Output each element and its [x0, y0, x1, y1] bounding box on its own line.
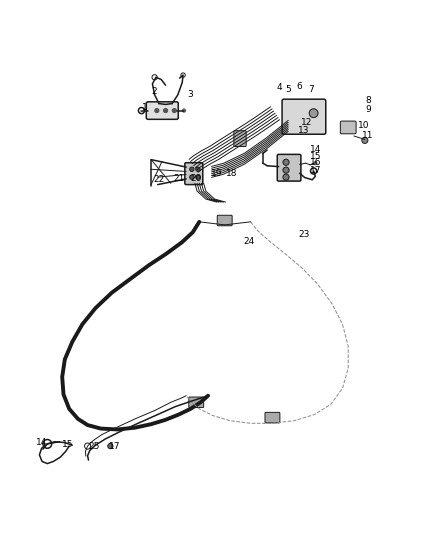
- Text: 15: 15: [310, 151, 321, 160]
- Text: 13: 13: [298, 126, 309, 135]
- Circle shape: [190, 167, 194, 172]
- FancyBboxPatch shape: [277, 155, 301, 181]
- Text: 8: 8: [365, 96, 371, 106]
- Circle shape: [362, 138, 368, 143]
- Circle shape: [108, 443, 113, 449]
- Text: 17: 17: [310, 166, 321, 175]
- Circle shape: [172, 108, 177, 113]
- Text: 14: 14: [310, 144, 321, 154]
- Text: 17: 17: [110, 441, 121, 450]
- Circle shape: [163, 108, 168, 113]
- Text: 7: 7: [308, 85, 314, 94]
- Text: 23: 23: [299, 230, 310, 239]
- Text: 4: 4: [277, 83, 282, 92]
- Text: 20: 20: [191, 174, 202, 183]
- Circle shape: [182, 108, 186, 113]
- Circle shape: [154, 108, 159, 113]
- Text: 14: 14: [36, 438, 47, 447]
- FancyBboxPatch shape: [282, 99, 326, 134]
- Text: 10: 10: [358, 121, 369, 130]
- Text: 9: 9: [365, 105, 371, 114]
- Text: 12: 12: [301, 118, 312, 127]
- Circle shape: [196, 167, 200, 172]
- Circle shape: [309, 109, 318, 118]
- Text: 21: 21: [173, 174, 184, 183]
- FancyBboxPatch shape: [234, 131, 246, 147]
- FancyBboxPatch shape: [189, 397, 204, 408]
- Text: 11: 11: [362, 131, 374, 140]
- Text: 5: 5: [285, 85, 291, 94]
- Circle shape: [196, 175, 200, 179]
- Text: 22: 22: [153, 175, 164, 184]
- Text: 16: 16: [310, 158, 321, 167]
- Circle shape: [313, 161, 318, 165]
- Text: 25: 25: [88, 441, 100, 450]
- FancyBboxPatch shape: [185, 163, 203, 184]
- Text: 2: 2: [152, 87, 157, 96]
- FancyBboxPatch shape: [146, 102, 178, 119]
- Circle shape: [283, 174, 289, 180]
- Circle shape: [283, 167, 289, 173]
- Text: 15: 15: [62, 440, 74, 449]
- Text: 6: 6: [296, 83, 302, 92]
- FancyBboxPatch shape: [217, 215, 232, 226]
- Text: 24: 24: [243, 237, 254, 246]
- FancyBboxPatch shape: [340, 121, 356, 134]
- Text: 18: 18: [226, 169, 238, 178]
- Text: 3: 3: [187, 90, 194, 99]
- Text: 1: 1: [141, 103, 148, 112]
- Circle shape: [190, 175, 194, 179]
- FancyBboxPatch shape: [265, 413, 280, 423]
- Circle shape: [283, 159, 289, 165]
- Text: 19: 19: [211, 169, 223, 178]
